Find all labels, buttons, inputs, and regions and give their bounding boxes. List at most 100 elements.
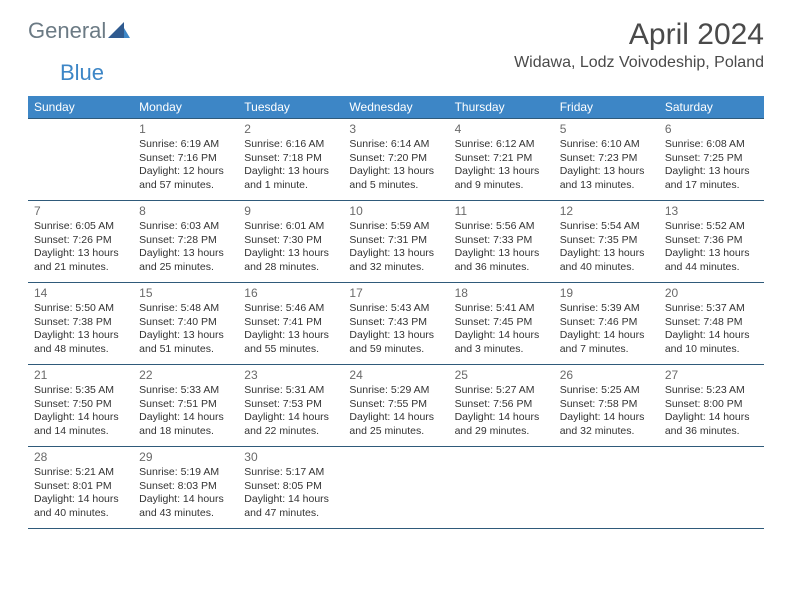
day-info-line: Sunrise: 5:50 AM <box>34 302 127 315</box>
day-info-line: Sunrise: 6:01 AM <box>244 220 337 233</box>
day-number: 28 <box>34 450 127 465</box>
day-info-line: Sunset: 8:03 PM <box>139 480 232 493</box>
day-number: 15 <box>139 286 232 301</box>
day-info-line: and 3 minutes. <box>455 343 548 356</box>
day-info-line: Sunrise: 5:52 AM <box>665 220 758 233</box>
day-info-line: and 59 minutes. <box>349 343 442 356</box>
day-info-line: Daylight: 14 hours <box>560 329 653 342</box>
day-info-line: Daylight: 14 hours <box>455 329 548 342</box>
weekday-header: Thursday <box>449 96 554 119</box>
day-info-line: Sunrise: 5:37 AM <box>665 302 758 315</box>
day-info-line: Daylight: 13 hours <box>349 165 442 178</box>
day-info-line: and 47 minutes. <box>244 507 337 520</box>
day-number: 30 <box>244 450 337 465</box>
day-number: 26 <box>560 368 653 383</box>
day-info-line: Daylight: 14 hours <box>139 411 232 424</box>
day-info-line: and 1 minute. <box>244 179 337 192</box>
day-info-line: Daylight: 14 hours <box>349 411 442 424</box>
day-info-line: Daylight: 13 hours <box>139 247 232 260</box>
day-info-line: and 44 minutes. <box>665 261 758 274</box>
day-info-line: Sunset: 8:00 PM <box>665 398 758 411</box>
day-info-line: Sunset: 8:01 PM <box>34 480 127 493</box>
calendar-empty-cell <box>28 119 133 201</box>
day-info-line: and 40 minutes. <box>34 507 127 520</box>
location-text: Widawa, Lodz Voivodeship, Poland <box>514 54 764 72</box>
day-info-line: Sunrise: 6:16 AM <box>244 138 337 151</box>
day-info-line: Sunset: 7:23 PM <box>560 152 653 165</box>
day-info-line: Daylight: 13 hours <box>34 329 127 342</box>
day-info-line: Daylight: 13 hours <box>455 165 548 178</box>
day-info-line: Daylight: 14 hours <box>244 411 337 424</box>
calendar-day-cell: 17Sunrise: 5:43 AMSunset: 7:43 PMDayligh… <box>343 283 448 365</box>
day-info-line: and 57 minutes. <box>139 179 232 192</box>
weekday-header: Saturday <box>659 96 764 119</box>
calendar-day-cell: 10Sunrise: 5:59 AMSunset: 7:31 PMDayligh… <box>343 201 448 283</box>
day-info-line: Sunrise: 5:27 AM <box>455 384 548 397</box>
day-number: 14 <box>34 286 127 301</box>
day-info-line: Sunset: 7:16 PM <box>139 152 232 165</box>
calendar-day-cell: 23Sunrise: 5:31 AMSunset: 7:53 PMDayligh… <box>238 365 343 447</box>
day-number: 7 <box>34 204 127 219</box>
page-container: General April 2024 Widawa, Lodz Voivodes… <box>0 0 792 547</box>
day-info-line: Daylight: 13 hours <box>244 329 337 342</box>
calendar-week-row: 7Sunrise: 6:05 AMSunset: 7:26 PMDaylight… <box>28 201 764 283</box>
day-number: 24 <box>349 368 442 383</box>
day-info-line: Daylight: 14 hours <box>244 493 337 506</box>
day-number: 3 <box>349 122 442 137</box>
day-number: 19 <box>560 286 653 301</box>
day-info-line: and 22 minutes. <box>244 425 337 438</box>
day-info-line: Daylight: 14 hours <box>139 493 232 506</box>
day-number: 4 <box>455 122 548 137</box>
calendar-day-cell: 2Sunrise: 6:16 AMSunset: 7:18 PMDaylight… <box>238 119 343 201</box>
month-title: April 2024 <box>514 18 764 52</box>
calendar-day-cell: 5Sunrise: 6:10 AMSunset: 7:23 PMDaylight… <box>554 119 659 201</box>
day-info-line: Sunset: 7:48 PM <box>665 316 758 329</box>
calendar-empty-cell <box>659 447 764 529</box>
day-info-line: and 28 minutes. <box>244 261 337 274</box>
day-info-line: Sunrise: 5:33 AM <box>139 384 232 397</box>
calendar-week-row: 21Sunrise: 5:35 AMSunset: 7:50 PMDayligh… <box>28 365 764 447</box>
day-info-line: and 36 minutes. <box>665 425 758 438</box>
weekday-header: Monday <box>133 96 238 119</box>
day-info-line: Sunrise: 5:19 AM <box>139 466 232 479</box>
day-number: 9 <box>244 204 337 219</box>
weekday-header: Sunday <box>28 96 133 119</box>
day-info-line: Daylight: 13 hours <box>665 247 758 260</box>
day-info-line: Daylight: 12 hours <box>139 165 232 178</box>
weekday-row: SundayMondayTuesdayWednesdayThursdayFrid… <box>28 96 764 119</box>
calendar-day-cell: 20Sunrise: 5:37 AMSunset: 7:48 PMDayligh… <box>659 283 764 365</box>
day-number: 17 <box>349 286 442 301</box>
day-number: 13 <box>665 204 758 219</box>
calendar-day-cell: 25Sunrise: 5:27 AMSunset: 7:56 PMDayligh… <box>449 365 554 447</box>
calendar-day-cell: 30Sunrise: 5:17 AMSunset: 8:05 PMDayligh… <box>238 447 343 529</box>
calendar-day-cell: 19Sunrise: 5:39 AMSunset: 7:46 PMDayligh… <box>554 283 659 365</box>
day-info-line: and 18 minutes. <box>139 425 232 438</box>
day-info-line: Sunrise: 5:23 AM <box>665 384 758 397</box>
day-info-line: Daylight: 13 hours <box>244 247 337 260</box>
day-info-line: Sunrise: 5:41 AM <box>455 302 548 315</box>
weekday-header: Wednesday <box>343 96 448 119</box>
day-info-line: and 17 minutes. <box>665 179 758 192</box>
brand-logo: General <box>28 18 132 44</box>
day-info-line: Daylight: 13 hours <box>349 329 442 342</box>
day-info-line: and 36 minutes. <box>455 261 548 274</box>
day-info-line: Sunrise: 6:08 AM <box>665 138 758 151</box>
day-info-line: Daylight: 13 hours <box>139 329 232 342</box>
day-info-line: Sunset: 7:41 PM <box>244 316 337 329</box>
brand-text-blue: Blue <box>60 60 104 85</box>
day-info-line: Sunrise: 5:29 AM <box>349 384 442 397</box>
day-info-line: Sunset: 7:50 PM <box>34 398 127 411</box>
calendar-day-cell: 26Sunrise: 5:25 AMSunset: 7:58 PMDayligh… <box>554 365 659 447</box>
day-info-line: Sunset: 7:38 PM <box>34 316 127 329</box>
calendar-day-cell: 3Sunrise: 6:14 AMSunset: 7:20 PMDaylight… <box>343 119 448 201</box>
day-info-line: Sunset: 7:35 PM <box>560 234 653 247</box>
calendar-empty-cell <box>343 447 448 529</box>
calendar-day-cell: 7Sunrise: 6:05 AMSunset: 7:26 PMDaylight… <box>28 201 133 283</box>
day-number: 18 <box>455 286 548 301</box>
day-number: 10 <box>349 204 442 219</box>
calendar-day-cell: 22Sunrise: 5:33 AMSunset: 7:51 PMDayligh… <box>133 365 238 447</box>
day-info-line: and 5 minutes. <box>349 179 442 192</box>
calendar-day-cell: 8Sunrise: 6:03 AMSunset: 7:28 PMDaylight… <box>133 201 238 283</box>
day-info-line: Sunset: 7:55 PM <box>349 398 442 411</box>
calendar-day-cell: 24Sunrise: 5:29 AMSunset: 7:55 PMDayligh… <box>343 365 448 447</box>
